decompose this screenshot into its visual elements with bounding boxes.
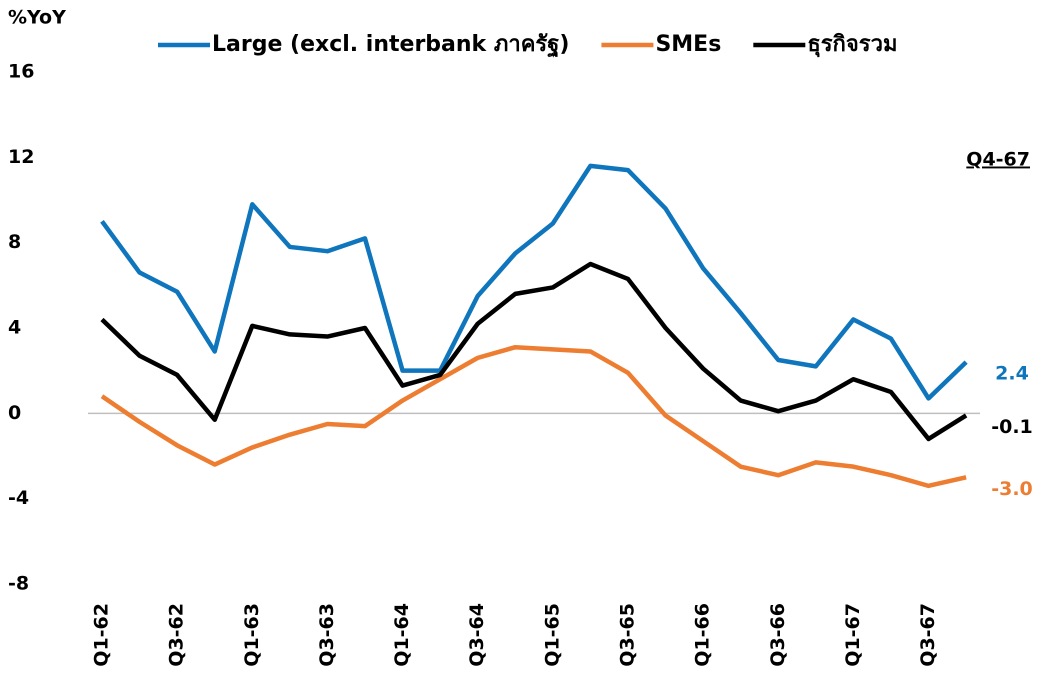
value-label: -0.1 (991, 416, 1033, 438)
series-line (100, 261, 968, 442)
annotation: Q4-67 (966, 149, 1030, 171)
y-tick-label: 0 (8, 402, 21, 424)
x-tick-label: Q3-64 (466, 603, 488, 667)
x-tick-label: Q1-62 (91, 603, 113, 667)
y-axis-label: %YoY (8, 7, 66, 29)
x-tick-label: Q1-64 (391, 603, 413, 667)
y-tick-label: 16 (8, 61, 34, 83)
value-label: -3.0 (991, 478, 1033, 500)
value-label: 2.4 (995, 363, 1029, 385)
x-tick-label: Q1-63 (241, 603, 263, 667)
legend-label: Large (excl. interbank ภาครัฐ) (212, 32, 569, 58)
y-tick-label: -8 (8, 573, 29, 595)
y-tick-label: 8 (8, 231, 21, 253)
y-tick-label: 4 (8, 317, 21, 339)
x-tick-label: Q3-66 (767, 603, 789, 667)
x-tick-label: Q3-63 (316, 603, 338, 667)
x-tick-label: Q1-67 (842, 603, 864, 667)
series-line (100, 344, 967, 489)
x-tick-label: Q3-62 (166, 603, 188, 667)
legend-label: SMEs (655, 32, 721, 57)
x-tick-label: Q1-66 (692, 603, 714, 667)
x-tick-label: Q1-65 (541, 603, 563, 667)
x-tick-label: Q3-67 (917, 603, 939, 667)
series-line (100, 163, 968, 401)
legend-label: ธุรกิจรวม (807, 32, 897, 58)
y-tick-label: -4 (8, 487, 29, 509)
y-tick-label: 12 (8, 146, 34, 168)
x-tick-label: Q3-65 (616, 603, 638, 667)
